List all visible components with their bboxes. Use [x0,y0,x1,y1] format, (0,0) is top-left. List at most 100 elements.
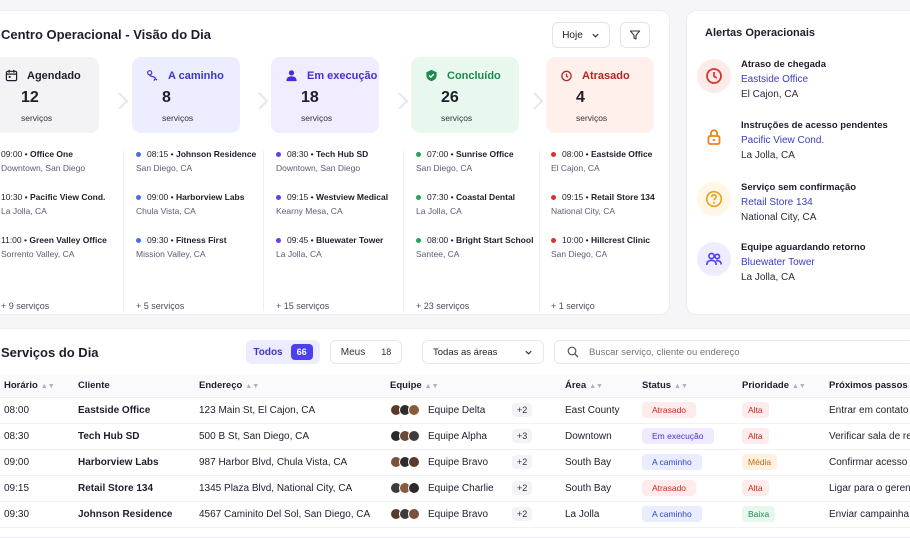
tab-mine-label: Meus [340,346,366,358]
table-row[interactable]: 09:30 Johnson Residence 4567 Caminito Del … [0,501,910,528]
stage-card-agendado[interactable]: Agendado 12 serviços [0,57,99,133]
table-row[interactable]: 08:30 Tech Hub SD 500 B St, San Diego, CA E… [0,423,910,450]
alert-item[interactable]: Instruções de acesso pendentes Pacific V… [697,120,910,172]
stage-count: 12 [21,89,39,106]
stage-card-atrasado[interactable]: Atrasado 4 serviços [546,57,654,133]
cell-area: South Bay [565,449,642,476]
team-extra-count: +3 [512,429,533,443]
cell-area: Downtown [565,423,642,450]
avatar [408,404,420,417]
table-row[interactable]: 09:00 Harborview Labs 987 Harbor Blvd, Chu… [0,449,910,476]
search-box[interactable] [554,340,910,364]
cell-client: Johnson Residence [78,501,199,528]
table-row[interactable]: 08:00 Eastside Office 123 Main St, El Cajo… [0,397,910,424]
service-list-item[interactable]: 08:30 • Tech Hub SD Downtown, San Diego [276,149,406,173]
service-list-item[interactable]: 10:00 • Hillcrest Clinic San Diego, CA [551,235,681,259]
service-list-item[interactable]: 08:00 • Bright Start School Santee, CA [416,235,546,259]
cell-time: 09:30 [0,501,78,528]
stage-count: 4 [576,89,585,106]
service-time-name: 08:30 • Tech Hub SD [276,149,406,159]
stage-sub: serviços [301,113,333,123]
service-list-item[interactable]: 07:00 • Sunrise Office San Diego, CA [416,149,546,173]
cell-address: 500 B St, San Diego, CA [199,423,390,450]
filter-button[interactable] [620,22,650,48]
worker-icon [286,70,297,82]
header-area[interactable]: Área ▲▼ [565,374,642,398]
stage-arrow-icon [533,92,544,110]
team-avatars [390,456,420,469]
area-select[interactable]: Todas as áreas [422,340,544,364]
cell-address: 123 Main St, El Cajon, CA [199,397,390,424]
status-dot-icon [551,194,556,200]
header-address[interactable]: Endereço ▲▼ [199,374,390,398]
service-location: Downtown, San Diego [276,163,361,173]
alert-place[interactable]: Pacific View Cond. [741,135,825,146]
alert-place[interactable]: Retail Store 134 [741,197,813,208]
service-time: 09:15 [287,192,309,202]
alert-city: La Jolla, CA [741,272,795,283]
status-dot-icon [136,194,141,200]
header-team[interactable]: Equipe ▲▼ [390,374,565,398]
service-location: Chula Vista, CA [136,206,196,216]
table-row[interactable]: 09:15 Retail Store 134 1345 Plaza Blvd, Na… [0,475,910,502]
more-services-link[interactable]: + 23 serviços [416,301,470,311]
header-priority[interactable]: Prioridade ▲▼ [742,374,829,398]
service-list-item[interactable]: 08:00 • Eastside Office El Cajon, CA [551,149,681,173]
avatar [408,508,420,521]
alert-item[interactable]: Equipe aguardando retorno Bluewater Towe… [697,242,910,294]
more-services-link[interactable]: + 1 serviço [551,301,595,311]
service-time: 11:00 [1,235,22,245]
service-list-item[interactable]: 09:30 • Fitness First Mission Valley, CA [136,235,266,259]
alert-place[interactable]: Eastside Office [741,74,809,85]
header-client[interactable]: Cliente [78,374,199,398]
status-dot-icon [276,237,281,243]
header-status[interactable]: Status ▲▼ [642,374,742,398]
column-divider [539,151,540,311]
service-list-item[interactable]: 11:00 • Green Valley Office Sorrento Vall… [1,235,131,259]
team-avatars [390,508,420,521]
service-list-item[interactable]: 09:00 • Office One Downtown, San Diego [1,149,131,173]
avatar [408,482,420,495]
alert-item[interactable]: Atraso de chegada Eastside Office El Caj… [697,59,910,111]
service-list-item[interactable]: 09:15 • Westview Medical Kearny Mesa, CA [276,192,406,216]
service-list-item[interactable]: 09:45 • Bluewater Tower La Jolla, CA [276,235,406,259]
cell-priority: Alta [742,397,829,424]
service-location: La Jolla, CA [276,249,322,259]
service-list-item[interactable]: 10:30 • Pacific View Cond. La Jolla, CA [1,192,131,216]
date-filter-dropdown[interactable]: Hoje [552,22,610,48]
service-client-name: Harborview Labs [175,192,245,202]
stage-card-em-execucao[interactable]: Em execução 18 serviços [271,57,379,133]
service-list-item[interactable]: 09:00 • Harborview Labs Chula Vista, CA [136,192,266,216]
service-list-item[interactable]: 07:30 • Coastal Dental La Jolla, CA [416,192,546,216]
lock-icon [697,120,731,154]
team-avatars [390,482,420,495]
alert-place[interactable]: Bluewater Tower [741,257,815,268]
services-panel: Serviços do Dia Todos 66 Meus 18 Todas a… [0,328,910,538]
header-time[interactable]: Horário ▲▼ [0,374,78,398]
tab-all[interactable]: Todos 66 [246,340,320,364]
cell-client: Harborview Labs [78,449,199,476]
more-services-link[interactable]: + 15 serviços [276,301,330,311]
tab-mine[interactable]: Meus 18 [330,340,402,364]
alert-city: National City, CA [741,212,817,223]
priority-badge: Alta [742,402,769,418]
stage-card-a-caminho[interactable]: A caminho 8 serviços [132,57,240,133]
service-location: Kearny Mesa, CA [276,206,343,216]
service-list-item[interactable]: 09:15 • Retail Store 134 National City, C… [551,192,681,216]
team-icon [697,242,731,276]
stage-card-concluido[interactable]: Concluído 26 serviços [411,57,519,133]
service-time: 09:00 [147,192,169,202]
service-list-item[interactable]: 08:15 • Johnson Residence San Diego, CA [136,149,266,173]
status-dot-icon [551,151,556,157]
service-client-name: Coastal Dental [455,192,516,202]
cell-client: Tech Hub SD [78,423,199,450]
stage-arrow-icon [398,92,409,110]
search-input[interactable] [589,346,889,358]
cell-next-steps: Confirmar acesso [829,449,910,476]
alert-item[interactable]: Serviço sem confirmação Retail Store 134… [697,182,910,234]
stage-arrow-icon [118,92,129,110]
more-services-link[interactable]: + 5 serviços [136,301,185,311]
service-client-name: Hillcrest Clinic [590,235,651,245]
more-services-link[interactable]: + 9 serviços [1,301,50,311]
service-time: 09:15 [562,192,584,202]
